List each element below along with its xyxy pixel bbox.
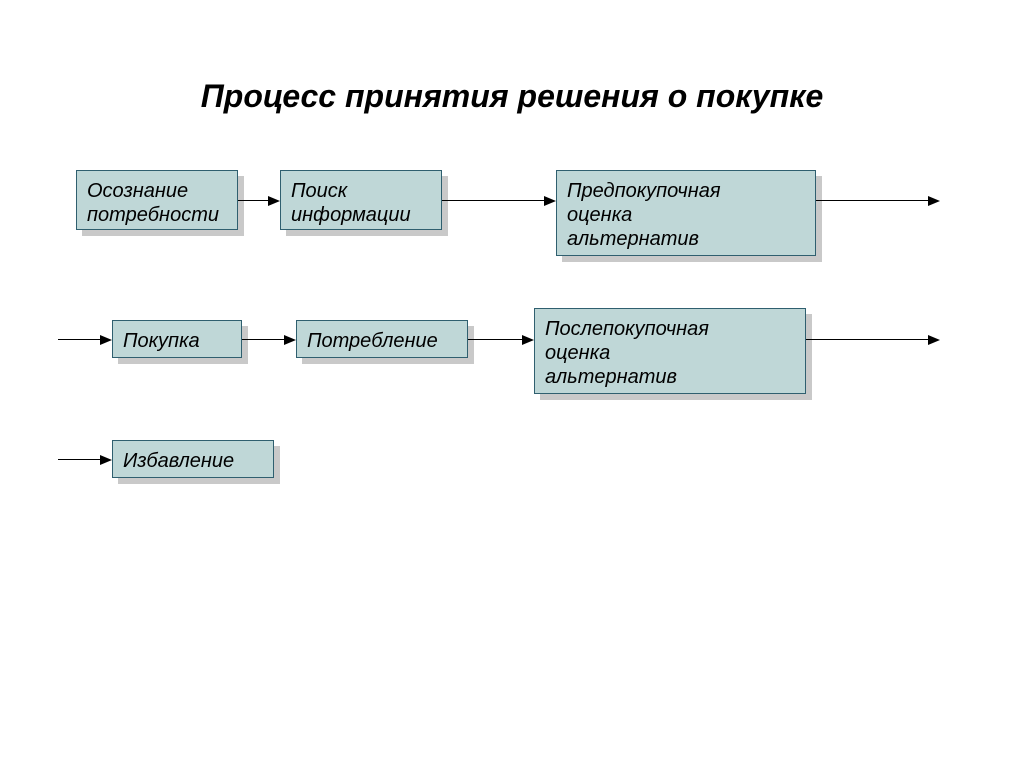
slide: Процесс принятия решения о покупке Осозн…: [0, 0, 1024, 768]
arrow-head-icon: [100, 455, 112, 465]
node-box: Поиск информации: [280, 170, 442, 230]
node-box: Потребление: [296, 320, 468, 358]
flow-arrow-7: [58, 459, 100, 460]
flow-arrow-3: [58, 339, 100, 340]
arrow-head-icon: [544, 196, 556, 206]
flow-node-n3: Предпокупочная оценка альтернатив: [556, 170, 822, 262]
flow-node-n1: Осознание потребности: [76, 170, 244, 236]
flow-arrow-1: [442, 200, 544, 201]
node-box: Предпокупочная оценка альтернатив: [556, 170, 816, 256]
arrow-head-icon: [522, 335, 534, 345]
flow-arrow-2: [816, 200, 928, 201]
arrow-head-icon: [284, 335, 296, 345]
flow-node-n5: Потребление: [296, 320, 474, 364]
node-box: Покупка: [112, 320, 242, 358]
arrow-head-icon: [928, 335, 940, 345]
flow-node-n2: Поиск информации: [280, 170, 448, 236]
flow-node-n7: Избавление: [112, 440, 280, 484]
node-box: Послепокупочная оценка альтернатив: [534, 308, 806, 394]
flow-arrow-4: [242, 339, 284, 340]
flow-arrow-5: [468, 339, 522, 340]
flow-node-n4: Покупка: [112, 320, 248, 364]
flow-arrow-6: [806, 339, 928, 340]
node-box: Осознание потребности: [76, 170, 238, 230]
flow-node-n6: Послепокупочная оценка альтернатив: [534, 308, 812, 400]
slide-title: Процесс принятия решения о покупке: [0, 78, 1024, 115]
arrow-head-icon: [268, 196, 280, 206]
arrow-head-icon: [100, 335, 112, 345]
node-box: Избавление: [112, 440, 274, 478]
flow-arrow-0: [238, 200, 268, 201]
arrow-head-icon: [928, 196, 940, 206]
